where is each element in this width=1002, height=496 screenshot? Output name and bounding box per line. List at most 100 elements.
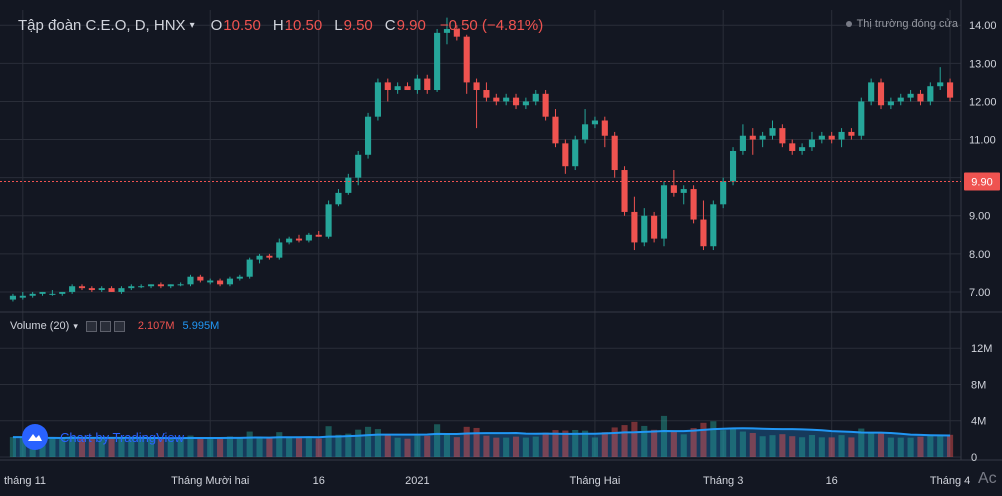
candle-body xyxy=(29,293,36,296)
candle-body xyxy=(858,101,865,136)
volume-bar xyxy=(463,426,470,457)
volume-bar xyxy=(434,424,441,457)
candle-body xyxy=(749,135,756,140)
volume-bar xyxy=(197,437,204,457)
corner-text: Ac xyxy=(978,470,997,487)
volume-bar xyxy=(631,421,638,457)
candle-body xyxy=(59,291,66,294)
candle-body xyxy=(345,177,352,193)
candle-body xyxy=(591,120,599,125)
volume-bar xyxy=(138,438,145,457)
volume-bar xyxy=(937,434,944,457)
volume-bar xyxy=(473,427,480,457)
volume-legend: Volume (20) ▾ 2.107M 5.995M xyxy=(10,320,219,332)
candle-body xyxy=(897,97,904,102)
price-axis-label: 11.00 xyxy=(969,135,996,147)
candle-body xyxy=(246,259,253,277)
candle-body xyxy=(108,288,115,292)
volume-bar xyxy=(226,436,234,457)
candle-body xyxy=(147,284,155,287)
close-icon[interactable] xyxy=(113,320,125,332)
change-value: −0.50 (−4.81%) xyxy=(439,16,544,34)
volume-bar xyxy=(256,436,263,457)
candle-body xyxy=(799,147,806,151)
volume-bar xyxy=(542,432,549,457)
candle-body xyxy=(177,284,184,286)
candle-body xyxy=(710,204,717,247)
volume-bar xyxy=(591,437,599,457)
volume-bar xyxy=(59,438,66,457)
volume-bar xyxy=(739,431,746,457)
chevron-down-icon[interactable]: ▾ xyxy=(73,320,78,331)
candle-body xyxy=(118,288,125,292)
volume-bar xyxy=(621,425,628,457)
candle-body xyxy=(404,86,411,91)
volume-bar xyxy=(927,434,934,457)
volume-bar xyxy=(611,427,618,457)
time-axis-label: Tháng Mười hai xyxy=(171,475,249,487)
candle-body xyxy=(621,170,628,212)
volume-indicator-label[interactable]: Volume (20) xyxy=(10,320,70,332)
volume-axis-label: 8M xyxy=(971,379,986,391)
volume-bar xyxy=(384,434,391,457)
volume-bar xyxy=(493,437,500,457)
candle-body xyxy=(128,286,135,289)
low-value: 9.50 xyxy=(343,16,373,34)
volume-bar xyxy=(345,433,352,457)
candle-body xyxy=(631,211,638,243)
candle-body xyxy=(355,154,362,178)
candle-body xyxy=(937,82,944,87)
candle-body xyxy=(641,215,648,243)
volume-bar xyxy=(177,438,184,457)
volume-bar xyxy=(710,421,717,457)
candle-body xyxy=(434,32,441,91)
time-axis-label: Tháng Hai xyxy=(570,475,621,487)
volume-bar xyxy=(187,435,194,457)
candle-body xyxy=(808,139,816,148)
gear-icon[interactable] xyxy=(99,320,111,332)
symbol-title[interactable]: Tập đoàn C.E.O, D, HNX xyxy=(18,16,186,34)
volume-bar xyxy=(443,434,451,457)
volume-bar xyxy=(128,438,135,457)
volume-bar xyxy=(286,437,293,457)
candle-body xyxy=(660,185,668,239)
volume-value: 2.107M xyxy=(137,320,175,332)
eye-icon[interactable] xyxy=(85,320,97,332)
candle-body xyxy=(582,124,589,140)
candle-body xyxy=(483,90,490,98)
candle-body xyxy=(562,143,569,167)
volume-bar xyxy=(907,437,914,457)
time-axis-label: tháng 11 xyxy=(4,475,46,487)
candle-body xyxy=(394,86,401,91)
tradingview-branding[interactable]: Chart by TradingView xyxy=(22,424,184,450)
candle-body xyxy=(49,293,56,295)
candle-body xyxy=(917,93,924,102)
price-axis-label: 8.00 xyxy=(969,249,990,261)
volume-bar xyxy=(305,437,312,457)
price-axis-label: 7.00 xyxy=(969,287,990,299)
time-axis-label: 16 xyxy=(313,475,325,487)
open-label: O xyxy=(210,16,223,34)
candle-body xyxy=(532,93,539,102)
volume-bar xyxy=(749,432,756,457)
volume-bar xyxy=(828,437,835,457)
candle-body xyxy=(907,93,914,98)
volume-bar xyxy=(394,437,401,457)
volume-bar xyxy=(582,430,589,457)
volume-bar xyxy=(729,428,737,457)
volume-bar xyxy=(651,429,658,457)
volume-bar xyxy=(848,437,855,457)
volume-bar xyxy=(897,437,904,457)
candle-body xyxy=(226,278,234,285)
volume-bar xyxy=(779,434,786,457)
volume-bar xyxy=(641,425,648,457)
volume-bar xyxy=(315,438,322,457)
chevron-down-icon[interactable]: ▾ xyxy=(189,19,195,31)
candle-body xyxy=(286,238,293,243)
time-axis-label: Tháng 3 xyxy=(703,475,743,487)
volume-bar xyxy=(522,437,529,457)
volume-bar xyxy=(818,437,825,457)
volume-bar xyxy=(157,438,164,457)
candle-body xyxy=(207,280,214,283)
